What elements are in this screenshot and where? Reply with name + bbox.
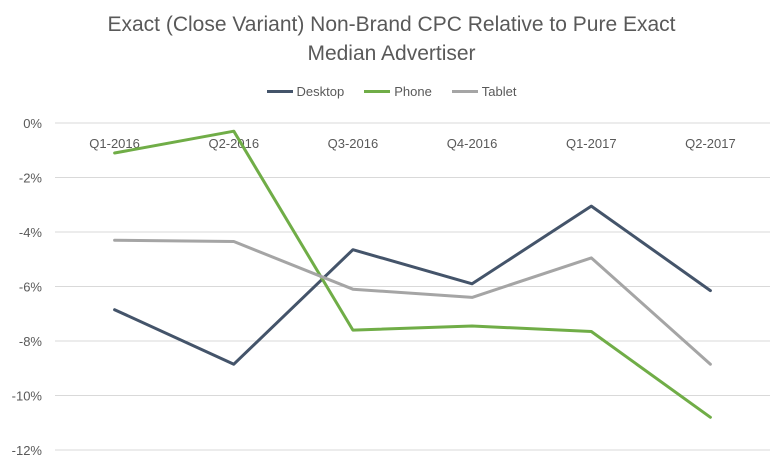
- y-tick-label: -6%: [19, 280, 43, 295]
- series-line-phone: [113, 129, 712, 419]
- chart-title-line-2: Median Advertiser: [307, 42, 476, 65]
- x-tick-label: Q2-2016: [208, 136, 259, 151]
- chart-title: Exact (Close Variant) Non-Brand CPC Rela…: [0, 10, 783, 68]
- x-tick-label: Q3-2016: [328, 136, 379, 151]
- y-tick-label: -8%: [19, 334, 43, 349]
- legend-item-tablet: Tablet: [451, 84, 517, 99]
- x-tick-label: Q4-2016: [447, 136, 498, 151]
- series-line-tablet: [113, 238, 712, 366]
- chart-title-line-1: Exact (Close Variant) Non-Brand CPC Rela…: [107, 13, 676, 36]
- y-tick-label: -2%: [19, 171, 43, 186]
- legend-item-phone: Phone: [364, 84, 432, 99]
- legend-label-phone: Phone: [394, 84, 432, 99]
- y-tick-label: 0%: [23, 116, 42, 131]
- chart-legend: Desktop Phone Tablet: [0, 84, 783, 99]
- legend-swatch-phone: [364, 90, 391, 93]
- legend-swatch-tablet: [451, 90, 478, 93]
- y-tick-label: -4%: [19, 225, 43, 240]
- y-tick-label: -10%: [12, 389, 43, 404]
- x-tick-label: Q1-2017: [566, 136, 617, 151]
- legend-swatch-desktop: [266, 90, 293, 93]
- x-tick-label: Q1-2016: [89, 136, 140, 151]
- legend-item-desktop: Desktop: [266, 84, 345, 99]
- legend-label-desktop: Desktop: [296, 84, 345, 99]
- series-line-desktop: [113, 204, 712, 366]
- y-tick-label: -12%: [12, 443, 43, 458]
- x-tick-label: Q2-2017: [685, 136, 736, 151]
- legend-label-tablet: Tablet: [481, 84, 517, 99]
